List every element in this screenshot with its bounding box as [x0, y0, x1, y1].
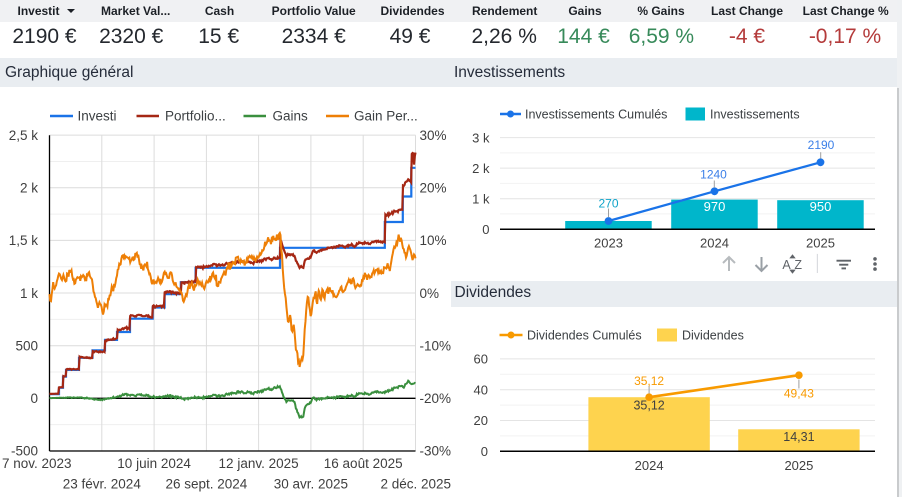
svg-text:0: 0 [481, 444, 488, 459]
svg-text:0: 0 [482, 222, 489, 237]
svg-text:35,12: 35,12 [633, 399, 664, 413]
svg-text:1 k: 1 k [472, 191, 490, 206]
svg-text:2190: 2190 [808, 138, 835, 152]
svg-text:12 janv. 2025: 12 janv. 2025 [219, 456, 299, 471]
svg-text:0: 0 [30, 391, 38, 406]
svg-text:2 k: 2 k [472, 161, 490, 176]
svg-text:A: A [782, 258, 791, 272]
svg-text:20: 20 [474, 413, 488, 428]
svg-text:1240: 1240 [700, 168, 727, 182]
svg-text:26 sept. 2024: 26 sept. 2024 [165, 477, 247, 492]
svg-text:10%: 10% [420, 233, 447, 248]
svg-text:1 k: 1 k [20, 286, 38, 301]
svg-text:-10%: -10% [420, 338, 452, 353]
svg-text:49,43: 49,43 [784, 386, 814, 400]
svg-text:16 août 2025: 16 août 2025 [324, 456, 403, 471]
svg-text:2024: 2024 [635, 458, 664, 473]
svg-text:2023: 2023 [594, 236, 623, 251]
svg-text:-20%: -20% [420, 391, 452, 406]
svg-text:10 juin 2024: 10 juin 2024 [117, 456, 191, 471]
svg-text:500: 500 [15, 338, 38, 353]
svg-text:Investissements: Investissements [710, 107, 800, 121]
svg-text:950: 950 [810, 199, 832, 214]
svg-text:Dividendes Cumulés: Dividendes Cumulés [527, 328, 642, 342]
svg-text:1,5 k: 1,5 k [9, 233, 39, 248]
svg-text:14,31: 14,31 [783, 430, 814, 444]
svg-text:3 k: 3 k [472, 130, 490, 145]
svg-text:Gain Per...: Gain Per... [354, 109, 418, 124]
svg-text:270: 270 [598, 197, 618, 211]
svg-text:20%: 20% [420, 181, 447, 196]
svg-text:2024: 2024 [700, 236, 729, 251]
svg-text:35,12: 35,12 [634, 374, 664, 388]
svg-text:2 déc. 2025: 2 déc. 2025 [380, 477, 451, 492]
svg-text:Investissements Cumulés: Investissements Cumulés [525, 107, 667, 121]
svg-text:Investi: Investi [78, 109, 117, 124]
svg-text:0%: 0% [420, 286, 440, 301]
svg-text:Portfolio...: Portfolio... [165, 109, 226, 124]
svg-text:60: 60 [474, 352, 488, 367]
svg-text:30%: 30% [420, 128, 447, 143]
svg-text:Dividendes: Dividendes [682, 328, 744, 342]
svg-text:40: 40 [474, 382, 488, 397]
svg-text:23 févr. 2024: 23 févr. 2024 [63, 477, 142, 492]
svg-text:Gains: Gains [273, 109, 309, 124]
svg-text:-30%: -30% [420, 444, 452, 459]
svg-text:2025: 2025 [806, 236, 835, 251]
svg-text:30 avr. 2025: 30 avr. 2025 [274, 477, 348, 492]
svg-text:-500: -500 [11, 444, 38, 459]
svg-text:2,5 k: 2,5 k [9, 128, 39, 143]
svg-text:Z: Z [794, 258, 802, 272]
svg-text:970: 970 [704, 199, 726, 214]
svg-text:2025: 2025 [784, 458, 813, 473]
svg-text:7 nov. 2023: 7 nov. 2023 [2, 456, 72, 471]
svg-text:2 k: 2 k [20, 181, 38, 196]
